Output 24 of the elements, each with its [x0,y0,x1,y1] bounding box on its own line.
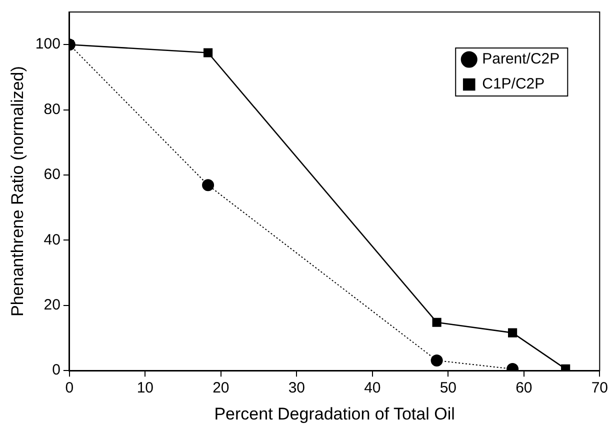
y-tick-label: 20 [44,296,60,314]
x-tick-label: 10 [136,380,154,397]
x-tick-label: 50 [440,380,457,397]
y-tick-label: 80 [44,100,60,118]
x-tick-label: 60 [516,380,532,397]
x-tick-label: 40 [364,380,381,397]
legend-label: C1P/C2P [482,76,545,93]
x-tick-label: 70 [591,380,608,397]
point [561,364,570,371]
y-tick-label: 60 [44,166,60,184]
x-tick-label: 20 [212,380,230,397]
x-tick-label: 0 [65,380,74,397]
y-axis-title: Phenanthrene Ratio (normalized) [8,66,27,317]
x-axis-title: Percent Degradation of Total Oil [214,404,455,424]
point [430,354,443,366]
y-tick-label: 100 [35,36,60,53]
point [432,318,442,327]
legend-label: Parent/C2P [482,50,560,68]
y-tick-label: 0 [52,362,60,379]
point [202,179,214,192]
point [204,48,213,58]
point [508,328,518,338]
y-tick-label: 40 [44,231,60,248]
x-tick-label: 30 [288,380,306,397]
